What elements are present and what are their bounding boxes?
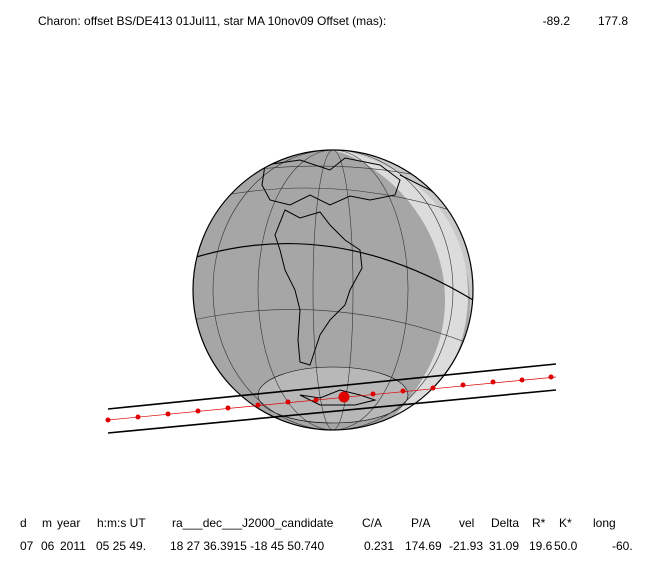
table-header: P/A <box>411 516 430 530</box>
globe <box>192 149 474 431</box>
offset-y: 177.8 <box>598 14 628 28</box>
table-header: Delta <box>491 516 519 530</box>
table-cell: -21.93 <box>449 539 483 553</box>
table-cell: 06 <box>41 539 55 553</box>
offset-x: -89.2 <box>543 14 571 28</box>
table-header: h:m:s UT <box>97 516 146 530</box>
table-cell: 174.69 <box>405 539 442 553</box>
table-cell: 31.09 <box>489 539 519 553</box>
table-cell: 05 25 49. <box>96 539 146 553</box>
table-cell: 2011 <box>60 539 86 553</box>
table-header: m <box>42 516 52 530</box>
event-table: d m year h:m:s UT ra___dec___J2000_candidate… <box>20 516 633 553</box>
shadow-path <box>105 363 557 434</box>
table-cell: 19.6 <box>529 539 553 553</box>
table-cell: 50.0 <box>554 539 578 553</box>
table-cell: -60. <box>612 539 633 553</box>
table-header: d <box>20 516 27 530</box>
table-cell: 18 27 36.3915 -18 45 50.740 <box>170 539 324 553</box>
table-cell: 0.231 <box>364 539 394 553</box>
table-header: year <box>57 516 80 530</box>
table-header: vel <box>459 516 474 530</box>
table-header: R* <box>532 516 546 530</box>
title: Charon: offset BS/DE413 01Jul11, star MA… <box>38 14 386 28</box>
table-header: ra___dec___J2000_candidate <box>172 516 334 530</box>
table-header: K* <box>559 516 572 530</box>
table-cell: 07 <box>20 539 34 553</box>
table-header: long <box>593 516 616 530</box>
table-header: C/A <box>362 516 382 530</box>
